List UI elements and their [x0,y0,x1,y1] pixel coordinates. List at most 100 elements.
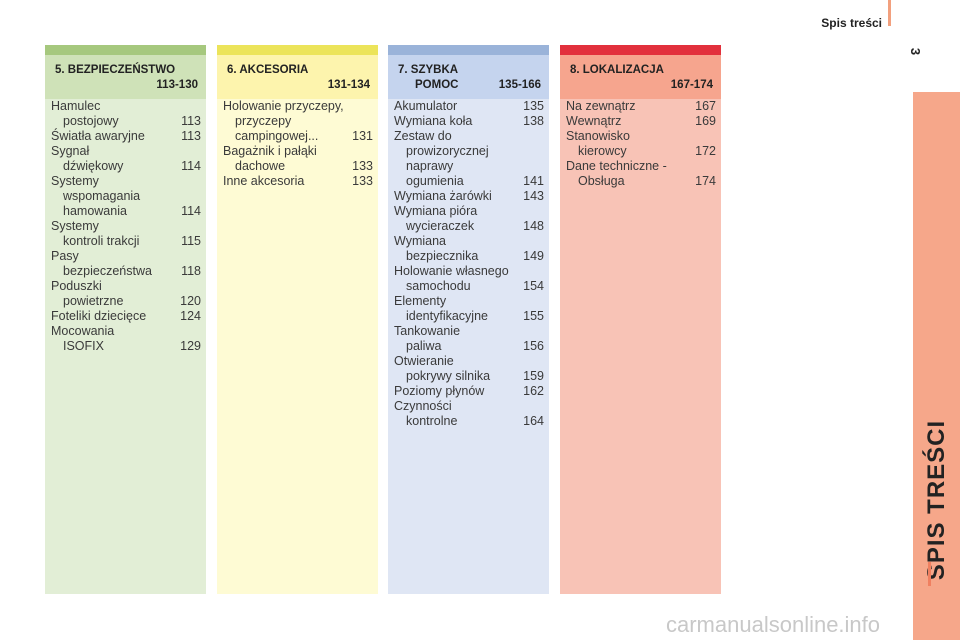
section-safety: 5. BEZPIECZEŃSTWO 113-130 Hamulec postojo… [45,45,206,594]
toc-entry-label-continued: naprawy [406,159,454,173]
toc-entry-label-continued: powietrzne [63,294,124,308]
toc-entry-label: Wymiana [394,234,446,248]
toc-entry-label: Poziomy płynów [394,384,485,398]
toc-entry-page: 120 [180,294,201,308]
section-items: Akumulator 135 Wymiana koła 138 Zestaw do pro… [388,99,549,429]
toc-entry-label-continued: kontroli trakcji [63,234,140,248]
toc-entry-label-continued: wycieraczek [406,219,475,233]
toc-entry-page: 129 [180,339,201,353]
toc-entry-label: Bagażnik i pałąki [223,144,317,158]
toc-entry-label: Mocowania [51,324,115,338]
toc-entry[interactable]: Inne akcesoria 133 [223,174,373,189]
toc-entry-label: Światła awaryjne [51,129,145,143]
toc-entry-label-continued: kierowcy [578,144,627,158]
section-page-range: 113-130 [156,79,198,91]
toc-entry-page: 114 [181,204,201,218]
toc-entry-label-continued: przyczepy [235,114,292,128]
toc-entry[interactable]: Akumulator 135 [394,99,544,114]
toc-entry[interactable]: Stanowisko kierowcy 172 [566,129,716,159]
toc-entry[interactable]: Dane techniczne - Obsługa 174 [566,159,716,189]
toc-entry-label-continued: hamowania [63,204,127,218]
toc-entry-label-continued: Obsługa [578,174,625,188]
toc-entry[interactable]: Sygnał dźwiękowy 114 [51,144,201,174]
toc-entry[interactable]: Światła awaryjne 113 [51,129,201,144]
toc-entry-page: 138 [523,114,544,128]
toc-entry-label: Systemy [51,174,99,188]
section-header[interactable]: 7. SZYBKA POMOC 135-166 [388,55,549,99]
toc-entry[interactable]: Foteliki dziecięce 124 [51,309,201,324]
toc-entry-label-continued: bezpieczeństwa [63,264,152,278]
toc-entry-page: 114 [181,159,201,173]
toc-entry-label: Pasy [51,249,79,263]
toc-entry-label: Foteliki dziecięce [51,309,147,323]
section-title: 7. SZYBKA [398,64,459,76]
toc-entry[interactable]: Otwieranie pokrywy silnika 159 [394,354,544,384]
toc-entry-label-continued: bezpiecznika [406,249,479,263]
toc-entry[interactable]: Wymiana bezpiecznika 149 [394,234,544,264]
toc-entry-page: 133 [352,174,373,188]
toc-entry-page: 174 [695,174,716,188]
section-color-bar [45,45,206,55]
toc-entry-label-continued: postojowy [63,114,119,128]
toc-entry-label: Wymiana koła [394,114,473,128]
toc-entry[interactable]: Wymiana pióra wycieraczek 148 [394,204,544,234]
toc-entry[interactable]: Wymiana żarówki 143 [394,189,544,204]
toc-entry-label-continued: identyfikacyjne [406,309,488,323]
toc-entry-label-continued: prowizorycznej [406,144,489,158]
toc-entry-label: Zestaw do [394,129,452,143]
toc-entry[interactable]: Tankowanie paliwa 156 [394,324,544,354]
toc-entry[interactable]: Poziomy płynów 162 [394,384,544,399]
section-items: Hamulec postojowy 113 Światła awaryjne 113 Sy… [45,99,206,354]
toc-entry-page: 131 [352,129,373,143]
section-title: 5. BEZPIECZEŃSTWO [55,64,176,76]
toc-entry-label-continued: dźwiękowy [63,159,124,173]
toc-entry[interactable]: Na zewnątrz 167 [566,99,716,114]
toc-entry[interactable]: Wymiana koła 138 [394,114,544,129]
toc-entry[interactable]: Bagażnik i pałąki dachowe 133 [223,144,373,174]
header-divider [888,0,891,26]
toc-entry[interactable]: Wewnątrz 169 [566,114,716,129]
toc-entry-page: 113 [181,114,201,128]
toc-entry-label: Dane techniczne - [566,159,667,173]
toc-entry-label-continued: pokrywy silnika [406,369,491,383]
toc-entry[interactable]: Elementy identyfikacyjne 155 [394,294,544,324]
toc-entry-label: Holowanie przyczepy, [223,99,344,113]
side-tab-marker [928,562,931,586]
toc-entry-label: Wymiana żarówki [394,189,492,203]
toc-entry-label-continued: wspomagania [63,189,141,203]
toc-entry[interactable]: Hamulec postojowy 113 [51,99,201,129]
toc-entry-page: 149 [523,249,544,263]
toc-entry[interactable]: Czynności kontrolne 164 [394,399,544,429]
toc-entry-page: 118 [181,264,201,278]
toc-entry-label: Wewnątrz [566,114,622,128]
toc-entry-label: Na zewnątrz [566,99,636,113]
toc-entry-label-continued: kontrolne [406,414,458,428]
toc-entry-label-continued: dachowe [235,159,286,173]
toc-entry[interactable]: Poduszki powietrzne 120 [51,279,201,309]
toc-entry-label: Tankowanie [394,324,461,338]
section-header[interactable]: 6. AKCESORIA 131-134 [217,55,378,99]
toc-entry-label: Stanowisko [566,129,630,143]
toc-entry-page: 172 [695,144,716,158]
toc-entry[interactable]: Zestaw do prowizorycznej naprawy ogumienia 1… [394,129,544,189]
toc-entry[interactable]: Mocowania ISOFIX 129 [51,324,201,354]
toc-entry[interactable]: Holowanie własnego samochodu 154 [394,264,544,294]
toc-entry-label: Poduszki [51,279,102,293]
toc-entry-page: 164 [523,414,544,428]
toc-entry[interactable]: Holowanie przyczepy, przyczepy campingowej… [223,99,373,144]
toc-entry-page: 115 [181,234,201,248]
toc-entry-page: 133 [352,159,373,173]
toc-entry[interactable]: Systemy wspomagania hamowania 114 [51,174,201,219]
section-quick-help: 7. SZYBKA POMOC 135-166 Akumulator 135 Wym… [388,45,549,594]
toc-entry-label-continued: samochodu [406,279,471,293]
section-page-range: 135-166 [498,79,541,91]
toc-entry[interactable]: Pasy bezpieczeństwa 118 [51,249,201,279]
toc-entry-page: 124 [180,309,201,323]
section-header[interactable]: 8. LOKALIZACJA 167-174 [560,55,721,99]
side-tab-title-text: SPIS TREŚCI [922,419,950,581]
toc-entry-label: Otwieranie [394,354,454,368]
toc-entry-label: Sygnał [51,144,90,158]
toc-entry-label: Holowanie własnego [394,264,509,278]
section-header[interactable]: 5. BEZPIECZEŃSTWO 113-130 [45,55,206,99]
toc-entry[interactable]: Systemy kontroli trakcji 115 [51,219,201,249]
